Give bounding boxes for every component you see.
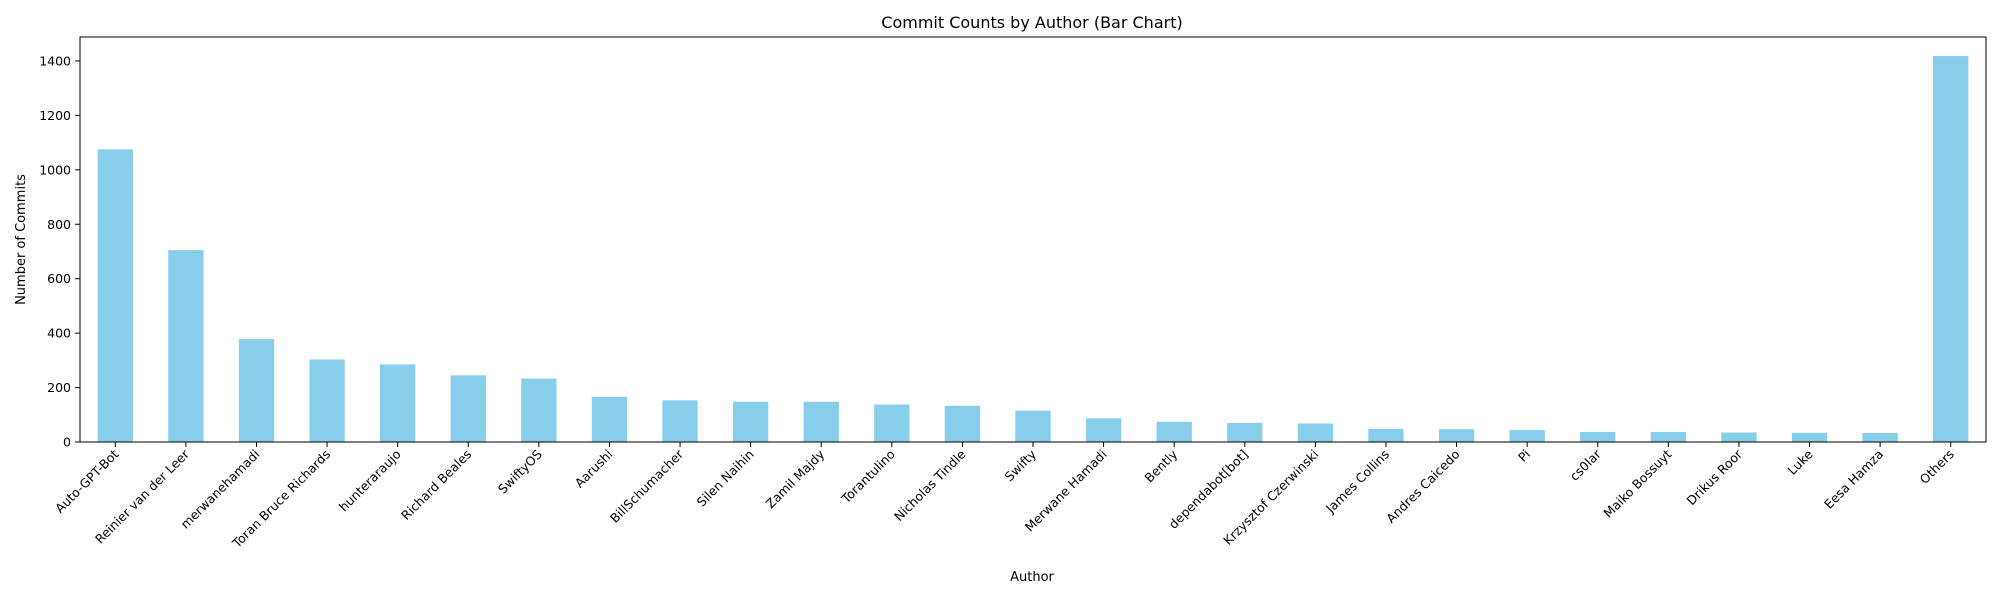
x-tick-label: Aarushi — [572, 447, 616, 491]
bar-nicholas-tindle — [944, 405, 981, 442]
x-tick-label: Luke — [1784, 446, 1815, 477]
x-tick-label: Auto-GPT-Bot — [52, 446, 121, 515]
x-tick-label: Silen Naihin — [694, 447, 757, 510]
chart-title: Commit Counts by Author (Bar Chart) — [881, 13, 1182, 32]
x-tick-label: SwiftyOS — [495, 446, 545, 496]
x-tick-label: Eesa Hamza — [1821, 447, 1886, 512]
bar-merwanehamadi — [238, 339, 275, 442]
x-tick-label: Richard Beales — [398, 447, 474, 523]
bar-auto-gpt-bot — [97, 149, 133, 442]
bar-others — [1933, 56, 1969, 442]
bar-maiko-bossuyt — [1650, 431, 1686, 442]
bar-swiftyos — [521, 378, 557, 442]
y-tick-label: 200 — [47, 380, 71, 395]
x-tick-label: Maiko Bossuyt — [1600, 446, 1674, 520]
x-tick-label: Bently — [1141, 446, 1180, 485]
bar-james-collins — [1368, 428, 1404, 442]
bar-aarushi — [591, 396, 628, 442]
x-tick-label: Torantulino — [838, 447, 898, 507]
bar-richard-beales — [450, 375, 486, 442]
y-axis-label: Number of Commits — [14, 174, 29, 305]
bars-group — [97, 56, 1969, 442]
x-tick-label: Others — [1917, 447, 1957, 487]
x-tick-label: hunteraraujo — [336, 447, 404, 515]
bar-drikus-roor — [1721, 432, 1757, 442]
bar-silen-naihin — [732, 401, 769, 442]
bar-hunteraraujo — [380, 364, 416, 442]
x-tick-label: Nicholas Tindle — [891, 446, 969, 524]
bar-reinier-van-der-leer — [168, 250, 204, 442]
bar-cs0lar — [1580, 431, 1616, 442]
bar-toran-bruce-richards — [309, 359, 345, 442]
bar-eesa-hamza — [1862, 433, 1898, 442]
x-tick-label: James Collins — [1322, 447, 1392, 517]
y-tick-label: 800 — [47, 217, 71, 232]
bar-krzysztof-czerwinski — [1297, 423, 1334, 442]
x-tick-label: Andres Caicedo — [1383, 447, 1463, 527]
y-tick-label: 1000 — [39, 162, 71, 177]
x-axis-label: Author — [1010, 570, 1054, 585]
y-tick-label: 400 — [47, 326, 71, 341]
bar-zamil-majdy — [803, 401, 839, 442]
y-tick-label: 1400 — [39, 53, 71, 68]
x-tick-label: BillSchumacher — [607, 446, 687, 526]
bar-swifty — [1015, 410, 1051, 442]
y-tick-label: 600 — [47, 271, 71, 286]
y-axis-ticks: 0 200 400 600 800 1000 1200 1400 — [39, 53, 80, 450]
x-tick-label: cs0lar — [1567, 446, 1605, 484]
x-tick-label: Zamil Majdy — [763, 446, 828, 511]
y-tick-label: 0 — [63, 435, 71, 450]
x-tick-label: Swifty — [1002, 446, 1040, 484]
bar-billschumacher — [662, 400, 698, 442]
bar-torantulino — [874, 404, 910, 442]
bar-andres-caicedo — [1438, 429, 1475, 442]
bar-dependabot-bot — [1227, 422, 1263, 442]
bar-pi — [1509, 430, 1545, 442]
y-tick-label: 1200 — [39, 108, 71, 123]
x-tick-label: Drikus Roor — [1683, 446, 1745, 508]
bar-bently — [1156, 421, 1192, 442]
plot-frame — [79, 36, 1987, 443]
x-tick-label: Pi — [1515, 447, 1533, 465]
bar-luke — [1791, 432, 1828, 442]
bar-merwane-hamadi — [1085, 418, 1122, 442]
